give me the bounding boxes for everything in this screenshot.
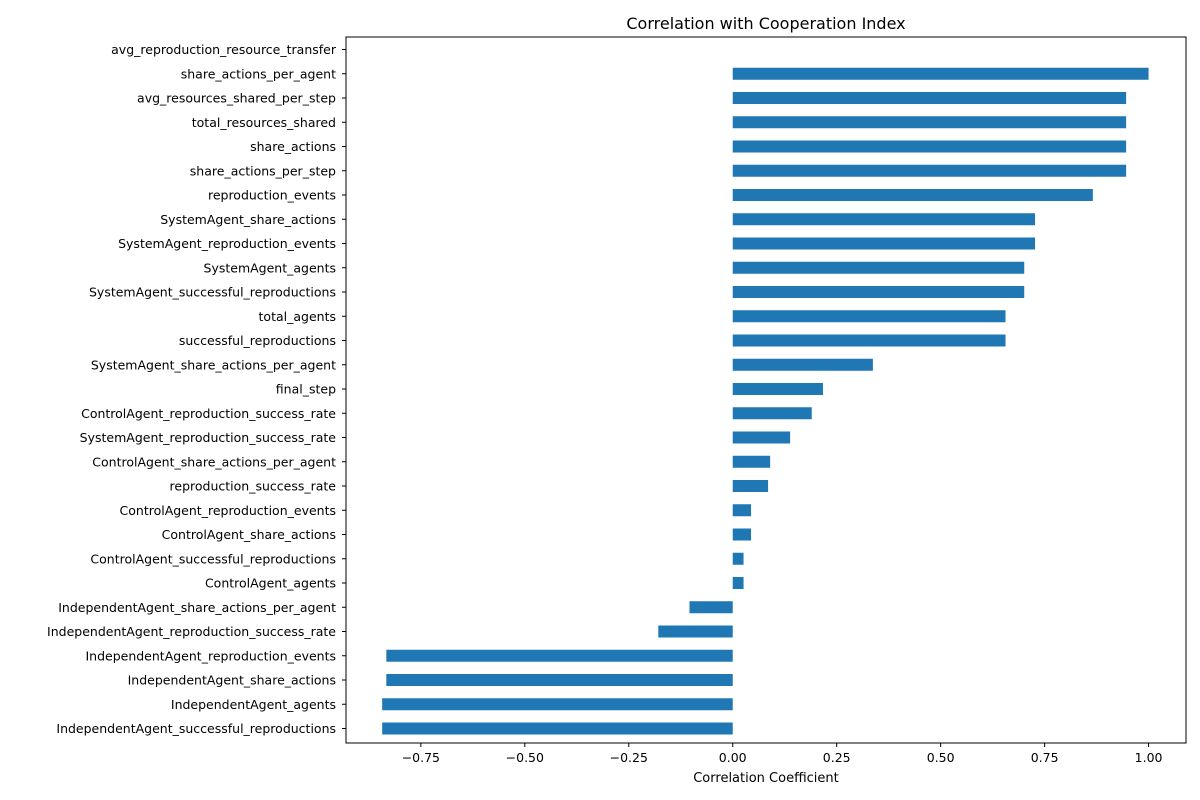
category-label: final_step [276,382,336,397]
category-label: IndependentAgent_successful_reproduction… [56,721,336,736]
x-tick-label: −0.25 [610,750,648,765]
category-label: SystemAgent_agents [204,260,336,275]
bar [732,140,1127,153]
bar [732,261,1025,274]
bar [732,358,873,371]
x-axis-ticks: −0.75 −0.50 −0.25 0.00 0.25 0.50 0.75 1.00 [402,743,1163,765]
bars-group [382,67,1149,735]
bar [732,407,812,420]
x-axis-label: Correlation Coefficient [693,771,839,786]
category-label: share_actions_per_agent [181,66,336,81]
x-tick-label: −0.75 [402,750,440,765]
bar [732,577,744,589]
x-tick-label: 0.50 [927,750,955,765]
category-label: IndependentAgent_reproduction_events [85,648,336,663]
category-label: share_actions [250,139,336,154]
category-label: SystemAgent_share_actions_per_agent [91,357,336,372]
category-labels: avg_reproduction_resource_transfer share_… [47,42,346,736]
category-label: avg_reproduction_resource_transfer [111,42,337,57]
category-label: reproduction_events [208,188,336,203]
category-label: ControlAgent_reproduction_success_rate [81,406,336,421]
bar [658,625,733,638]
bar [732,334,1006,347]
category-label: avg_resources_shared_per_step [137,91,336,106]
category-label: SystemAgent_reproduction_success_rate [80,430,337,445]
category-label: ControlAgent_agents [205,576,336,591]
bar [732,189,1093,201]
x-tick-label: 0.00 [719,750,747,765]
category-label: total_resources_shared [192,115,336,130]
category-label: IndependentAgent_share_actions [128,673,336,688]
bar [386,649,733,662]
x-tick-label: 0.25 [823,750,851,765]
bar [732,164,1127,177]
x-tick-label: 1.00 [1135,750,1163,765]
category-label: ControlAgent_share_actions [162,527,336,542]
bar [732,504,752,517]
bar [386,674,733,686]
bar [732,431,791,444]
category-label: ControlAgent_share_actions_per_agent [92,454,336,469]
category-label: SystemAgent_share_actions [160,212,336,227]
category-label: reproduction_success_rate [170,479,337,494]
bar [732,528,752,541]
category-label: SystemAgent_successful_reproductions [89,285,336,300]
bar [732,455,771,468]
category-label: ControlAgent_successful_reproductions [90,551,336,566]
category-label: IndependentAgent_share_actions_per_agent [58,600,336,615]
plot-frame [345,36,1187,744]
chart-title: Correlation with Cooperation Index [626,14,905,33]
category-label: successful_reproductions [179,333,336,348]
bar [732,67,1149,80]
category-label: IndependentAgent_agents [171,697,336,712]
bar [732,310,1006,323]
category-label: total_agents [259,309,336,324]
x-tick-label: −0.50 [506,750,544,765]
category-label: SystemAgent_reproduction_events [118,236,336,251]
x-tick-label: 0.75 [1031,750,1059,765]
category-label: IndependentAgent_reproduction_success_ra… [47,624,336,639]
category-label: share_actions_per_step [190,163,336,178]
category-label: ControlAgent_reproduction_events [120,503,336,518]
bar [382,722,733,735]
bar [732,237,1036,250]
bar [732,92,1127,104]
bar [732,116,1127,129]
bar [732,286,1025,298]
bar [732,213,1036,226]
bar [689,601,733,614]
bar [732,552,744,565]
bar [732,383,823,395]
bar [732,480,769,492]
bar [382,698,733,711]
